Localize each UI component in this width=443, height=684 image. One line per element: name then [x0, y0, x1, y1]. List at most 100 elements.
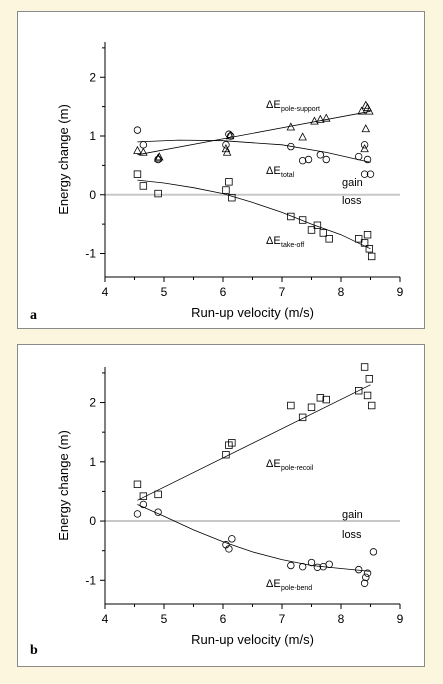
chart-a-series-pole-support-point — [221, 144, 231, 153]
chart-a-series-total-point — [226, 132, 235, 140]
chart-a-series-take-off-point — [133, 170, 142, 178]
chart-a-y-tick-label: 1 — [89, 129, 96, 143]
chart-b-x-tick-label: 8 — [338, 612, 345, 626]
chart-b-series-pole-recoil-point — [287, 401, 295, 410]
chart-b-series-pole-recoil-point — [222, 450, 230, 459]
chart-b-x-tick-label: 5 — [161, 612, 168, 626]
chart-a-series-take-off-point — [365, 245, 374, 253]
chart-b-series-pole-recoil-point — [154, 490, 162, 499]
chart-b-x-tick-label: 7 — [279, 612, 286, 626]
chart-b-series-pole-recoil-point — [133, 480, 142, 489]
chart-a-series-pole-support-point — [133, 145, 142, 154]
chart-a-x-tick-label: 4 — [102, 285, 109, 299]
chart-b-y-axis-label: Energy change (m) — [56, 430, 71, 541]
chart-a-series-take-off-fit-line — [137, 179, 371, 250]
chart-a-series-take-off-point — [139, 182, 148, 190]
chart-a-series-pole-support-point — [222, 147, 232, 156]
chart-a-series-pole-support-point — [361, 124, 371, 133]
chart-a-series-take-off-point — [154, 189, 162, 198]
chart-b-series-pole-recoil-point — [228, 439, 236, 447]
chart-panel-a: 4 5 6 7 8 9 -1 0 1 2 Run-up velocity (m/s) Energy c… — [17, 11, 425, 329]
chart-a-series-take-off-label-symbol: ΔE — [266, 235, 281, 247]
chart-a-series-total-fit-line — [137, 139, 371, 163]
chart-a-x-tick-label: 5 — [161, 285, 168, 299]
chart-b-series-pole-recoil-point — [298, 413, 307, 422]
chart-a-series-total-point — [366, 170, 375, 178]
chart-a-series-pole-support-label: ΔE pole-support — [266, 99, 320, 113]
chart-a-series-pole-support-point — [153, 153, 163, 162]
chart-a-series-pole-support-label-symbol: ΔE — [266, 99, 281, 111]
chart-a-x-tick-label: 6 — [220, 285, 227, 299]
chart-b-series-pole-bend-point — [360, 579, 369, 587]
chart-b-series-pole-bend-label: ΔE pole-bend — [266, 578, 312, 592]
chart-a-series-total-point — [360, 141, 369, 149]
chart-a-series-take-off-point — [325, 235, 333, 243]
chart-a-series-total-point — [322, 155, 330, 164]
chart-a-series-take-off-point — [319, 229, 327, 237]
chart-a-series-take-off-point — [228, 193, 236, 202]
chart-a-series-take-off-point — [363, 230, 372, 239]
chart-b-series-pole-bend-point — [362, 573, 370, 582]
chart-a-x-tick-label: 8 — [338, 285, 345, 299]
chart-a-series-take-off-point — [367, 252, 376, 261]
chart-a-series-total-point — [139, 141, 148, 149]
chart-a-series-total-point — [316, 151, 325, 159]
chart-a-series-total-label-subscript: total — [281, 172, 295, 179]
chart-b-series-pole-bend-fit-line — [137, 504, 371, 572]
chart-b-series-pole-bend-point — [139, 500, 148, 509]
chart-a-svg: 4 5 6 7 8 9 -1 0 1 2 Run-up velocity (m/s) Energy c… — [30, 42, 404, 323]
chart-b-series-pole-recoil-point — [367, 401, 376, 410]
chart-b-series-pole-recoil-point — [139, 492, 148, 500]
chart-a-gain-label: gain — [342, 177, 363, 189]
chart-a-series-pole-support-fit-line — [137, 110, 371, 156]
chart-b-series-pole-bend-point — [363, 569, 372, 577]
chart-a-series-pole-support-point — [321, 113, 331, 122]
chart-b-series-pole-bend-label-subscript: pole-bend — [281, 585, 312, 592]
chart-a-series-total-point — [298, 156, 307, 165]
chart-a-series-total-point — [360, 170, 369, 178]
chart-a-panel-letter: a — [30, 308, 37, 323]
chart-b-y-tick-label: 1 — [89, 455, 96, 469]
chart-a-series-total-point — [304, 155, 313, 164]
chart-a-series-total-label-symbol: ΔE — [266, 165, 281, 177]
chart-b-x-tick-label: 9 — [397, 612, 404, 626]
chart-a-loss-label: loss — [342, 195, 362, 207]
chart-a-series-take-off-point — [287, 212, 295, 221]
chart-b-svg: 4 5 6 7 8 9 -1 0 1 2 Run-up velocity (m/s) Energy c… — [30, 363, 404, 658]
chart-b-series-pole-recoil-label: ΔE pole-recoil — [266, 458, 314, 472]
chart-a-series-pole-support-label-subscript: pole-support — [281, 106, 320, 113]
chart-b-x-tick-label: 6 — [220, 612, 227, 626]
chart-a-series-take-off-point — [222, 186, 230, 194]
chart-a-series-take-off-point — [307, 226, 316, 234]
chart-a-series-total-label: ΔE total — [266, 165, 295, 179]
chart-b-gain-label: gain — [342, 509, 363, 521]
chart-a-series-total-point — [225, 130, 233, 138]
chart-b-y-tick-label: 2 — [89, 396, 96, 410]
chart-a-series-take-off-point — [354, 235, 363, 243]
chart-b-y-tick-label: -1 — [85, 573, 96, 587]
chart-b-series-pole-bend-point — [225, 545, 233, 553]
chart-a-series-pole-support-point — [310, 116, 319, 125]
chart-a-y-tick-label: 2 — [89, 70, 96, 84]
chart-a-series-pole-support-point — [360, 144, 369, 153]
chart-b-y-tick-label: 0 — [89, 514, 96, 528]
chart-b-series-pole-bend-point — [298, 562, 307, 571]
chart-a-series-pole-support-point — [365, 106, 374, 115]
chart-b-series-pole-bend-point — [307, 558, 316, 567]
chart-b-series-pole-recoil-point — [307, 403, 316, 411]
chart-b-series-pole-recoil-label-symbol: ΔE — [266, 458, 281, 470]
chart-a-series-pole-support-point — [298, 132, 307, 141]
chart-a-series-pole-support-point — [139, 147, 148, 156]
chart-a-y-axis-label: Energy change (m) — [56, 104, 71, 215]
chart-b-series-pole-bend-label-symbol: ΔE — [266, 578, 281, 590]
chart-a-series-take-off-point — [313, 221, 322, 229]
chart-a-series-take-off-label-subscript: take-off — [281, 242, 304, 249]
chart-a-x-tick-label: 9 — [397, 285, 404, 299]
chart-a-x-tick-label: 7 — [279, 285, 286, 299]
chart-a-series-take-off-point — [360, 239, 369, 247]
chart-a-series-total-point — [133, 126, 142, 134]
chart-a-series-pole-support-point — [361, 100, 371, 109]
chart-b-series-pole-bend-point — [133, 510, 142, 518]
chart-b-series-pole-recoil-fit-line — [137, 384, 371, 501]
chart-a-series-take-off-point — [225, 178, 233, 186]
